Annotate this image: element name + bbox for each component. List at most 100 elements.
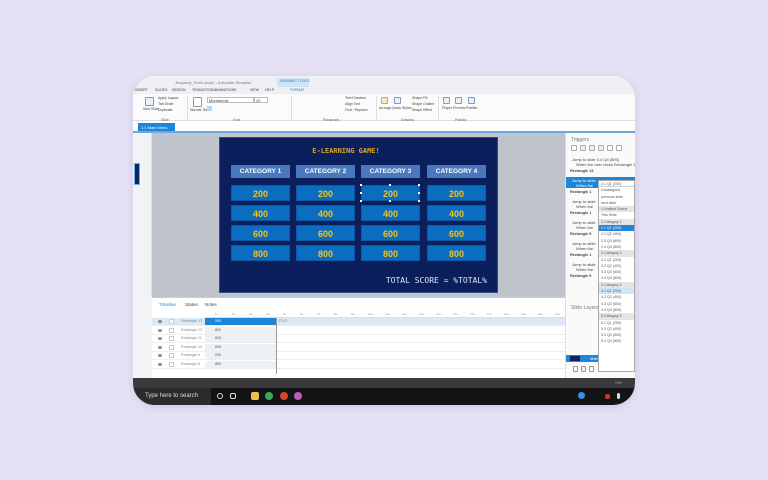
timeline-bar[interactable]: 800 — [205, 361, 276, 368]
ribbon-tab-animations[interactable]: ANIMATIONS — [215, 88, 237, 92]
arrange-icon[interactable] — [381, 97, 388, 104]
dropdown-option[interactable]: 4.3 Q3 (600) — [601, 301, 622, 306]
timeline-row[interactable]: Rectangle 13 200 — [152, 318, 565, 326]
lock-checkbox[interactable] — [169, 336, 174, 342]
new-trigger-icon[interactable] — [571, 145, 577, 151]
timeline-row[interactable]: Rectangle 10 600 — [152, 343, 565, 352]
edit-trigger-icon[interactable] — [580, 145, 586, 151]
volume-icon[interactable] — [617, 393, 620, 399]
question-tile[interactable]: 400 — [361, 205, 420, 221]
new-slide-icon[interactable] — [145, 97, 154, 106]
dropdown-option[interactable]: 2.4 Q4 (800) — [601, 244, 622, 249]
file-explorer-icon[interactable] — [251, 392, 259, 400]
lock-checkbox[interactable] — [169, 362, 174, 367]
normal-text-icon[interactable] — [193, 97, 202, 107]
timeline-row[interactable]: Rectangle 8 800 — [152, 361, 565, 369]
tab-notes[interactable]: Notes — [205, 302, 217, 307]
delete-layer-icon[interactable] — [589, 366, 594, 372]
selection-handle[interactable] — [389, 184, 391, 186]
ribbon-tab-slides[interactable]: SLIDES — [155, 88, 168, 92]
align-text-button[interactable]: Align Text — [345, 102, 361, 106]
visibility-eye-icon[interactable] — [158, 337, 162, 341]
selection-handle[interactable] — [389, 200, 391, 202]
question-tile[interactable]: 400 — [296, 205, 355, 221]
font-size-select[interactable]: 20 — [254, 97, 268, 103]
duplicate-button[interactable]: Duplicate — [158, 108, 173, 112]
dropdown-option[interactable]: This Slide — [601, 213, 617, 218]
visibility-eye-icon[interactable] — [158, 320, 162, 323]
dropdown-option[interactable]: 2.3 Q3 (600) — [601, 238, 622, 243]
slide-dropdown[interactable]: 2.1 Q1 (200) Unassigned previous slide nex… — [598, 180, 635, 372]
slide-thumbnail[interactable] — [134, 163, 140, 185]
selection-handle[interactable] — [418, 200, 420, 202]
trigger-item[interactable]: Jump to slide When the — [566, 198, 635, 209]
network-icon[interactable] — [578, 392, 585, 399]
question-tile[interactable]: 200 — [296, 185, 355, 201]
new-layer-icon[interactable] — [573, 366, 578, 372]
trigger-object-header[interactable]: Rectangle 9 — [570, 274, 592, 278]
dropdown-current[interactable]: 2.1 Q1 (200) — [599, 181, 634, 188]
tab-timeline[interactable]: Timeline — [159, 302, 176, 307]
dropdown-option[interactable]: 5.3 Q3 (600) — [601, 333, 622, 338]
move-icon[interactable] — [616, 145, 622, 151]
dropdown-option[interactable]: 3.1 Q1 (200) — [601, 257, 622, 262]
shape-effect-button[interactable]: Shape Effect — [412, 108, 432, 112]
visibility-eye-icon[interactable] — [158, 363, 162, 366]
trigger-object-header[interactable]: Rectangle 9 — [570, 232, 592, 236]
question-tile[interactable]: 200 — [231, 185, 290, 201]
font-name-select[interactable]: Montserrat — [207, 97, 254, 103]
quick-styles-icon[interactable] — [394, 97, 401, 104]
selection-handle[interactable] — [360, 192, 362, 194]
notification-icon[interactable] — [605, 394, 610, 399]
timeline-bar[interactable]: 200 — [205, 352, 276, 360]
trigger-object-header[interactable]: Rectangle 1 — [570, 190, 592, 194]
timeline-bar[interactable]: 200 — [205, 318, 276, 325]
timeline-row[interactable]: Rectangle 12 800 — [152, 326, 565, 335]
normal-text-button[interactable]: Normal Text — [190, 108, 209, 112]
trigger-item[interactable]: Jump to slide When the — [566, 261, 635, 272]
find-replace-button[interactable]: Find / Replace — [345, 108, 368, 112]
task-view-icon[interactable] — [230, 393, 236, 399]
copy-icon[interactable] — [589, 145, 595, 151]
tab-main-menu[interactable]: 1.1 Main Menu — [138, 123, 175, 131]
tab-states[interactable]: States — [185, 302, 198, 307]
timeline-bar[interactable]: 800 — [205, 326, 276, 334]
trigger-item[interactable]: Jump to slide 3.4 Q4 (800) When the user … — [566, 156, 635, 167]
question-tile[interactable]: 800 — [361, 245, 420, 261]
question-tile[interactable]: 600 — [296, 225, 355, 241]
dropdown-option[interactable]: 4.4 Q4 (800) — [601, 307, 622, 312]
question-tile[interactable]: 400 — [427, 205, 486, 221]
visibility-eye-icon[interactable] — [158, 328, 162, 332]
new-slide-button[interactable]: New Slide — [143, 107, 159, 111]
shape-outline-button[interactable]: Shape Outline — [412, 102, 435, 106]
delete-icon[interactable] — [607, 145, 613, 151]
duplicate-layer-icon[interactable] — [581, 366, 586, 372]
ribbon-tab-design[interactable]: DESIGN — [172, 88, 186, 92]
question-tile[interactable]: 600 — [231, 225, 290, 241]
dropdown-option[interactable]: Unassigned — [601, 188, 620, 193]
end-marker[interactable] — [276, 318, 277, 374]
zoom-level[interactable]: 10% — [615, 381, 623, 385]
tab-order-button[interactable]: Tab Order — [158, 102, 174, 106]
trigger-object-header[interactable]: Rectangle 1 — [570, 253, 592, 257]
dropdown-option[interactable]: next slide — [601, 200, 617, 205]
paste-icon[interactable] — [598, 145, 604, 151]
selection-handle[interactable] — [418, 184, 420, 186]
question-tile[interactable]: 400 — [231, 205, 290, 221]
cortana-icon[interactable] — [217, 393, 223, 399]
timeline-ruler[interactable]: 1s 2s 3s 4s 5s 6s 7s 8s 9s 10s 11s 12s 13s 14s 15s 16s 1… — [205, 312, 565, 318]
bold-button[interactable] — [207, 106, 212, 111]
storyline-icon[interactable] — [294, 392, 302, 400]
publish-icon[interactable] — [468, 97, 475, 104]
player-button[interactable]: Player — [442, 106, 452, 110]
lock-checkbox[interactable] — [169, 344, 174, 350]
dropdown-option[interactable]: 2.2 Q2 (400) — [601, 232, 622, 237]
apply-layout-button[interactable]: Apply Layout — [158, 96, 179, 100]
player-icon[interactable] — [443, 97, 450, 104]
dropdown-option[interactable]: 3.3 Q3 (600) — [601, 270, 622, 275]
ribbon-tab-format[interactable]: FORMAT — [290, 88, 305, 92]
preview-button[interactable]: Preview — [453, 106, 466, 110]
lock-checkbox[interactable] — [169, 353, 174, 359]
dropdown-option[interactable]: 4.2 Q2 (400) — [601, 295, 622, 300]
trigger-object-header[interactable]: Rectangle 1 — [570, 211, 592, 215]
